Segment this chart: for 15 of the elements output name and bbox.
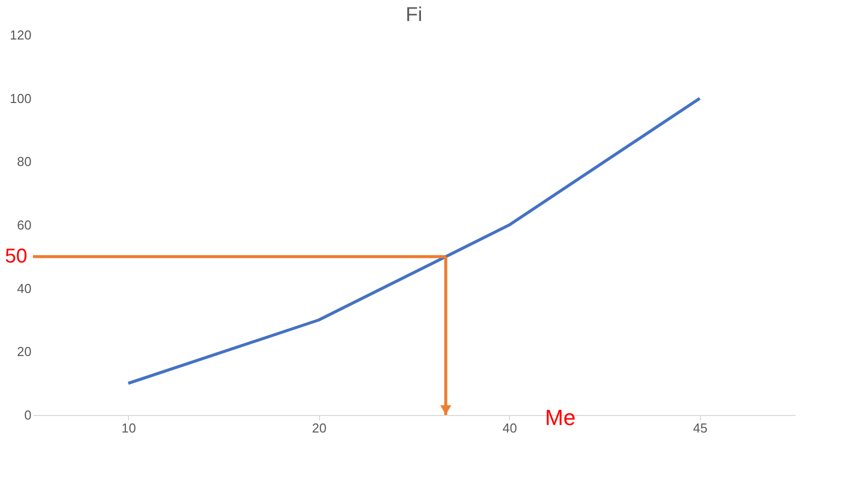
y-tick-label: 0 <box>24 408 32 422</box>
chart-title: Fi <box>406 4 422 26</box>
y-tick-label: 40 <box>17 280 32 296</box>
y-tick-label: 60 <box>17 218 32 232</box>
line-series <box>126 96 702 385</box>
ref-line-label: 50 <box>5 246 28 268</box>
annotation: Me <box>545 404 576 430</box>
x-tick-label: 40 <box>502 420 517 436</box>
y-tick-label: 80 <box>17 154 32 170</box>
x-tick-label: 10 <box>122 420 136 436</box>
y-tick-label: 120 <box>10 28 32 42</box>
y-tick-label: 100 <box>10 90 32 106</box>
y-tick-label: 20 <box>17 344 32 360</box>
x-tick-label: 20 <box>312 420 326 436</box>
x-tick-label: 45 <box>693 420 708 436</box>
